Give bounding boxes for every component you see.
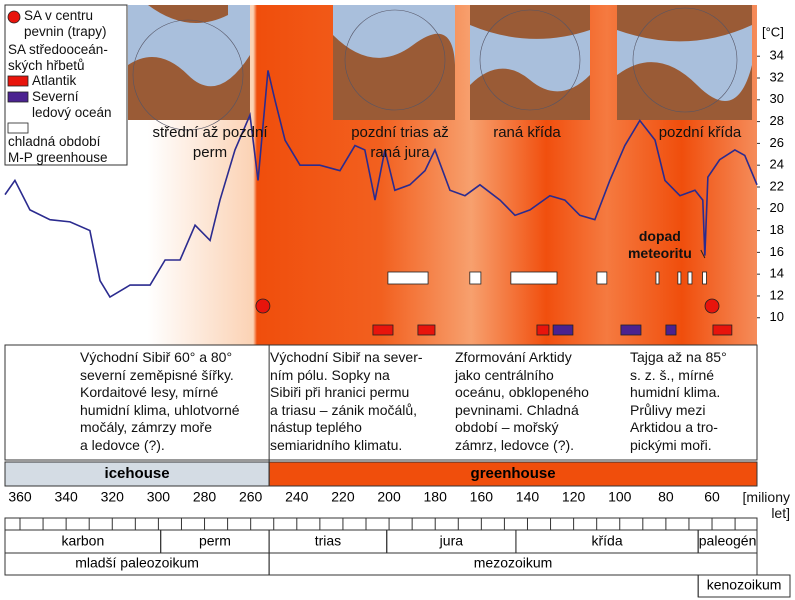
- x-tick-label: 180: [424, 489, 448, 505]
- x-tick-label: 120: [562, 489, 586, 505]
- y-tick-label: 26: [770, 135, 784, 150]
- event-interval: [712, 324, 733, 336]
- description: Východní Sibiř 60° a 80° severní zeměpis…: [80, 349, 240, 453]
- y-tick-label: 32: [770, 69, 784, 84]
- meteor-pointer: [700, 249, 706, 259]
- period-annotation: pozdní křída: [658, 124, 742, 141]
- y-unit-label: [°C]: [762, 24, 784, 39]
- climate-label: icehouse: [105, 465, 170, 482]
- legend-swatch: [7, 122, 29, 134]
- y-tick-label: 16: [770, 244, 784, 259]
- x-tick-label: 340: [54, 489, 78, 505]
- y-tick-label: 18: [770, 222, 784, 237]
- legend-label: SA v centru pevnin (trapy): [24, 8, 107, 39]
- event-interval: [387, 271, 429, 285]
- description-panel: [4, 344, 758, 461]
- y-tick-label: 10: [770, 309, 784, 324]
- event-interval: [596, 271, 608, 285]
- y-tick-label: 34: [770, 48, 784, 63]
- period-annotation: pozdní trias až raná jura: [351, 124, 449, 161]
- trap-event: [704, 298, 720, 314]
- y-tick-label: 28: [770, 113, 784, 128]
- era-label: mladší paleozoikum: [75, 555, 199, 571]
- x-tick-label: 360: [8, 489, 32, 505]
- event-interval: [665, 324, 677, 336]
- x-tick-label: 240: [285, 489, 309, 505]
- x-tick-label: 80: [658, 489, 674, 505]
- event-interval: [687, 271, 693, 285]
- x-unit-label: [miliony let]: [742, 489, 790, 521]
- x-tick-label: 320: [101, 489, 125, 505]
- temperature-line: [4, 70, 758, 299]
- meteor-annotation: dopad meteoritu: [627, 228, 692, 261]
- event-interval: [372, 324, 394, 336]
- description: Východní Sibiř na sever- ním pólu. Sopky…: [270, 349, 423, 453]
- icehouse-bar: [4, 461, 270, 487]
- x-tick-label: 140: [516, 489, 540, 505]
- time-scale-row: [4, 517, 758, 531]
- description: Tajga až na 85° s. z. š., mírné humidní …: [630, 349, 727, 453]
- x-tick-label: 200: [377, 489, 401, 505]
- period-annotation: raná křída: [493, 124, 561, 141]
- y-tick-label: 24: [770, 157, 784, 172]
- x-tick-label: 160: [470, 489, 494, 505]
- x-tick-label: 280: [193, 489, 217, 505]
- period-label: křída: [591, 533, 622, 549]
- trap-event: [255, 298, 271, 314]
- event-interval: [655, 271, 660, 285]
- period-label: paleogén: [699, 533, 757, 549]
- period-label: perm: [199, 533, 231, 549]
- event-interval: [620, 324, 642, 336]
- legend-label: chladná období M-P greenhouse: [8, 134, 108, 165]
- legend-heading: SA středooceán- ských hřbetů: [8, 42, 108, 73]
- x-tick-label: 100: [608, 489, 632, 505]
- era-label: mezozoikum: [474, 555, 553, 571]
- y-tick-label: 12: [770, 287, 784, 302]
- event-interval: [417, 324, 436, 336]
- y-tick-label: 20: [770, 200, 784, 215]
- event-interval: [677, 271, 682, 285]
- greenhouse-bar: [268, 461, 758, 487]
- x-tick-label: 260: [239, 489, 263, 505]
- x-tick-label: 220: [331, 489, 355, 505]
- legend-marker: [7, 10, 21, 24]
- x-tick-label: 300: [147, 489, 171, 505]
- event-interval: [702, 271, 707, 285]
- period-label: jura: [439, 533, 464, 549]
- event-interval: [536, 324, 550, 336]
- description: Zformování Arktidy jako centrálního oceá…: [455, 349, 589, 453]
- y-tick-label: 30: [770, 91, 784, 106]
- climate-label: greenhouse: [471, 465, 556, 482]
- legend-label: Atlantik: [32, 73, 77, 88]
- map-insets: [128, 5, 752, 131]
- legend-swatch: [7, 91, 29, 103]
- y-tick-label: 14: [770, 266, 784, 281]
- legend-label: Severní ledový oceán: [32, 89, 112, 120]
- period-label: karbon: [61, 533, 104, 549]
- legend-swatch: [7, 75, 29, 87]
- y-tick-label: 22: [770, 178, 784, 193]
- event-interval: [469, 271, 482, 285]
- period-label: trias: [315, 533, 341, 549]
- x-tick-label: 60: [704, 489, 720, 505]
- event-interval: [510, 271, 558, 285]
- event-interval: [552, 324, 574, 336]
- era-label: kenozoikum: [707, 577, 782, 593]
- period-annotation: střední až pozdní perm: [152, 124, 268, 161]
